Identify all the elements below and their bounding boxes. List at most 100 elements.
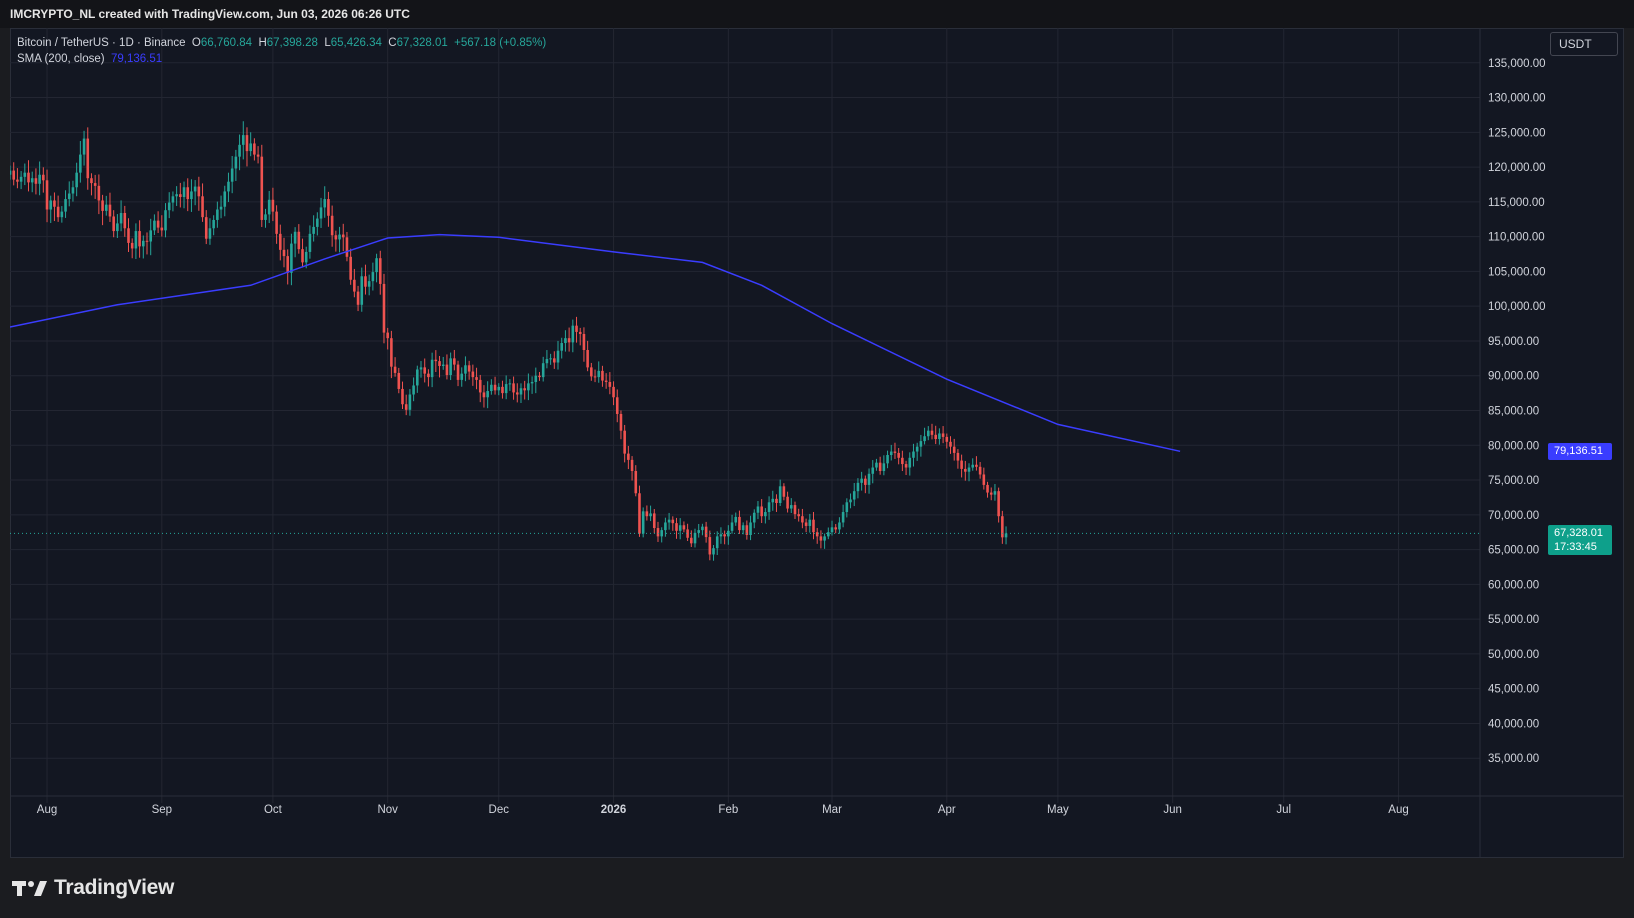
candle-body (549, 358, 552, 360)
x-tick-label: Aug (1388, 804, 1408, 816)
candle-body (778, 486, 782, 503)
candle-body (341, 234, 345, 238)
candle-body (204, 217, 208, 239)
candle-body (360, 276, 364, 305)
candle-body (878, 462, 882, 472)
candle-body (245, 135, 249, 152)
y-tick-label: 65,000.00 (1488, 545, 1539, 557)
candle-body (834, 527, 838, 530)
candle-body (627, 453, 630, 460)
candle-body (193, 186, 197, 192)
candle-body (286, 256, 290, 273)
candle-body (30, 178, 34, 183)
candle-body (756, 506, 760, 513)
candle-body (375, 258, 378, 273)
candle-body (316, 218, 319, 227)
candle-body (667, 519, 671, 523)
candle-body (908, 457, 912, 468)
candle-body (730, 522, 734, 531)
last-price-tag: 67,328.01 17:33:45 (1548, 525, 1612, 556)
chart-frame[interactable] (10, 28, 1624, 858)
candle-body (660, 530, 663, 537)
candle-body (167, 202, 171, 211)
candle-body (101, 200, 104, 211)
price-chart[interactable]: 35,000.00 40,000.00 45,000.00 50,000.00 55,0… (10, 28, 1624, 858)
legend-sma-label[interactable]: SMA (200, close) (17, 53, 105, 65)
currency-button[interactable]: USDT (1550, 32, 1618, 56)
x-tick-label: Jul (1276, 804, 1291, 816)
candle-body (175, 194, 178, 197)
candle-body (904, 464, 908, 468)
footer (0, 858, 1634, 918)
candle-body (445, 364, 449, 376)
x-tick-label: Nov (377, 804, 398, 816)
candle-body (234, 156, 238, 169)
y-tick-label: 35,000.00 (1488, 753, 1539, 765)
candle-body (867, 473, 871, 485)
candle-body (827, 532, 830, 537)
candle-body (256, 154, 260, 157)
candle-body (567, 338, 571, 343)
candle-body (12, 170, 15, 180)
candle-body (578, 331, 582, 334)
candle-body (19, 176, 23, 182)
y-tick-label: 135,000.00 (1488, 58, 1546, 70)
candle-body (634, 471, 638, 494)
candle-body (964, 468, 967, 472)
candle-body (471, 371, 475, 378)
candle-body (715, 536, 719, 549)
candle-body (241, 135, 245, 145)
legend-symbol[interactable]: Bitcoin / TetherUS · 1D · Binance (17, 37, 186, 49)
candle-body (571, 325, 575, 343)
legend-o-value: 66,760.84 (200, 37, 253, 49)
candle-body (419, 367, 423, 370)
candle-body (789, 505, 793, 509)
legend-h-value: 67,398.28 (266, 37, 318, 49)
candle-body (849, 499, 852, 503)
tradingview-logo-icon (12, 881, 47, 896)
y-tick-label: 85,000.00 (1488, 406, 1539, 418)
candle-body (841, 512, 845, 523)
candle-body (860, 478, 863, 483)
candle-body (227, 181, 230, 192)
candle-body (186, 187, 190, 200)
candle-body (775, 498, 778, 503)
y-tick-label: 125,000.00 (1488, 127, 1546, 139)
candle-body (597, 370, 601, 378)
x-tick-label: Oct (264, 804, 283, 816)
candle-body (408, 394, 412, 410)
sma-price-tag: 79,136.51 (1548, 443, 1612, 461)
candle-body (945, 436, 949, 442)
candle-body (367, 281, 371, 287)
candle-body (675, 523, 678, 531)
candle-body (978, 466, 982, 475)
candle-body (1001, 516, 1004, 538)
candle-body (649, 513, 652, 517)
y-tick-label: 80,000.00 (1488, 440, 1539, 452)
candle-body (556, 350, 560, 363)
candle-body (734, 516, 738, 523)
candle-body (856, 482, 860, 492)
candle-body (975, 464, 978, 467)
candle-body (582, 334, 586, 350)
candle-body (301, 249, 304, 263)
candle-body (545, 359, 549, 364)
candle-body (401, 388, 404, 405)
candle-body (623, 430, 626, 454)
candle-body (449, 358, 452, 376)
candle-body (97, 185, 101, 201)
y-tick-label: 90,000.00 (1488, 371, 1539, 383)
candle-body (223, 191, 227, 207)
candle-body (42, 174, 45, 181)
candle-body (575, 325, 578, 332)
tradingview-logo[interactable]: TradingView (12, 876, 174, 900)
candle-body (71, 187, 75, 194)
candle-body (504, 384, 508, 394)
candle-body (697, 530, 701, 533)
candle-body (304, 251, 308, 263)
chart-legend: Bitcoin / TetherUS · 1D · Binance O66,76… (17, 35, 546, 67)
candle-body (652, 513, 656, 529)
candle-body (875, 462, 878, 468)
candle-body (956, 452, 960, 461)
candle-body (393, 366, 397, 373)
